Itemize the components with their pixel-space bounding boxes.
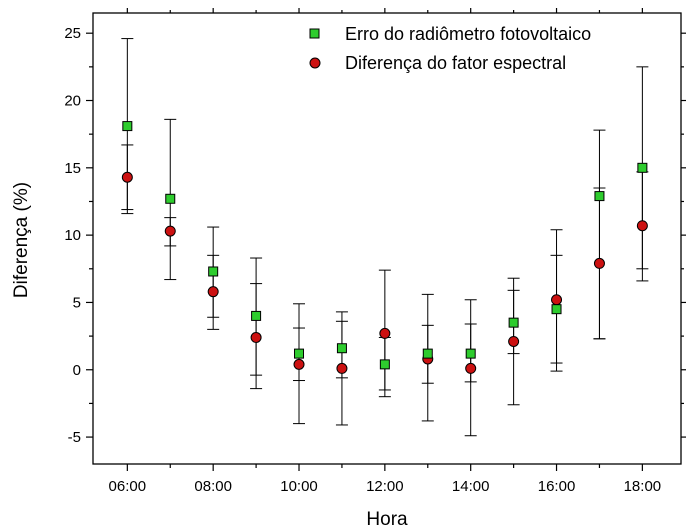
data-point-square [208,266,219,277]
data-point-square [422,348,433,359]
legend-label-series-2: Diferença do fator espectral [345,53,566,73]
data-point-square [508,317,519,328]
legend-label-series-1: Erro do radiômetro fotovoltaico [345,24,591,44]
y-tick-label: 15 [64,160,81,177]
data-point-circle [508,335,520,347]
data-point-circle [336,362,348,374]
legend-marker-circle [309,57,321,69]
data-point-square [251,310,262,321]
y-axis-title: Diferença (%) [11,182,32,298]
y-tick-label: -5 [68,429,81,446]
data-point-square [165,193,176,204]
data-point-square [379,359,390,370]
x-axis-title: Hora [366,509,408,530]
data-point-circle [164,225,176,237]
legend-marker-square [309,28,320,39]
data-markers [121,121,648,374]
y-tick-label: 25 [64,25,81,42]
data-point-square [551,304,562,315]
x-tick-label: 08:00 [194,478,232,495]
plot-frame [92,12,682,465]
x-tick-label: 16:00 [538,478,576,495]
data-point-square [336,343,347,354]
data-point-circle [465,362,477,374]
data-point-circle [593,257,605,269]
x-tick-label: 06:00 [109,478,147,495]
data-point-square [637,162,648,173]
data-point-circle [379,327,391,339]
axis-ticks: 06:00 08:00 10:00 12:00 14:00 16:00 18:00 -5 0 5 1… [64,8,686,495]
x-tick-label: 10:00 [280,478,318,495]
x-tick-label: 12:00 [366,478,404,495]
x-tick-label: 14:00 [452,478,490,495]
legend: Erro do radiômetro fotovoltaico Diferenç… [309,24,591,73]
error-bars [121,38,649,437]
y-tick-label: 0 [73,362,81,379]
data-point-circle [636,220,648,232]
data-point-square [294,348,305,359]
data-point-circle [121,171,133,183]
data-point-circle [293,358,305,370]
y-tick-label: 5 [73,294,81,311]
y-tick-label: 10 [64,227,81,244]
x-tick-label: 18:00 [624,478,662,495]
data-point-circle [207,286,219,298]
data-point-circle [551,294,563,306]
data-point-circle [250,331,262,343]
data-point-square [122,121,133,132]
y-tick-label: 20 [64,93,81,110]
data-point-square [594,191,605,202]
data-point-square [465,348,476,359]
